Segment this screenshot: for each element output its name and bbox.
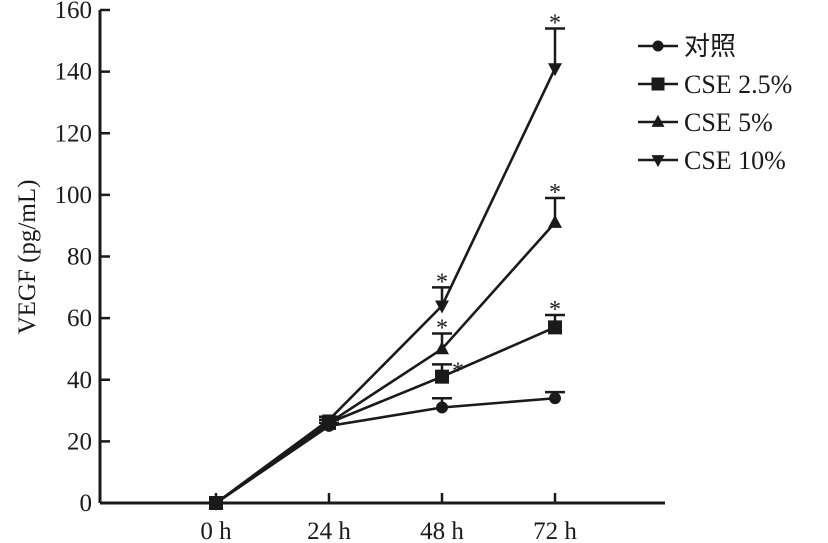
legend: 对照 CSE 2.5% CSE 5% CSE 10% xyxy=(638,32,792,175)
point-2-3 xyxy=(548,214,562,228)
x-tick-label-0: 0 h xyxy=(200,518,232,543)
significance-1-3: * xyxy=(549,297,561,323)
series-line-3 xyxy=(215,67,557,505)
point-0-2 xyxy=(436,401,448,414)
legend-marker-2 xyxy=(651,114,665,127)
x-tick-label-2: 48 h xyxy=(420,518,464,543)
significance-3-2: * xyxy=(436,269,448,295)
point-3-3 xyxy=(548,63,562,77)
y-tick-label-140: 140 xyxy=(55,59,93,86)
point-1-2 xyxy=(435,369,449,384)
legend-label-2: CSE 5% xyxy=(684,108,773,137)
series-2: ** xyxy=(209,180,565,509)
y-tick-label-100: 100 xyxy=(55,182,93,209)
legend-label-1: CSE 2.5% xyxy=(684,70,792,99)
point-3-1 xyxy=(322,414,336,428)
point-2-2 xyxy=(435,341,449,355)
point-0-3 xyxy=(549,392,561,405)
y-tick-label-80: 80 xyxy=(67,244,92,271)
x-tick-label-1: 24 h xyxy=(307,518,351,543)
y-tick-label-120: 120 xyxy=(55,120,93,147)
legend-marker-0 xyxy=(652,40,664,52)
x-tick-label-3: 72 h xyxy=(533,518,577,543)
significance-3-3: * xyxy=(549,10,561,36)
series-3: ** xyxy=(209,10,565,511)
y-tick-label-40: 40 xyxy=(67,367,92,394)
legend-marker-3 xyxy=(651,155,665,168)
series-line-0 xyxy=(215,396,556,505)
y-tick-label-60: 60 xyxy=(67,305,92,332)
significance-2-3: * xyxy=(549,180,561,206)
series-line-1 xyxy=(215,326,556,505)
series-layer: ****** xyxy=(209,10,565,511)
y-tick-label-20: 20 xyxy=(67,428,92,455)
y-axis-label: VEGF (pg/mL) xyxy=(14,180,41,335)
legend-item-0: 对照 xyxy=(638,32,736,61)
significance-1-2: * xyxy=(452,359,464,385)
point-3-0 xyxy=(209,497,223,511)
series-0 xyxy=(210,390,565,509)
legend-item-2: CSE 5% xyxy=(638,108,773,137)
legend-marker-1 xyxy=(651,77,665,91)
legend-label-0: 对照 xyxy=(684,32,736,61)
legend-label-3: CSE 10% xyxy=(684,146,786,175)
point-3-2 xyxy=(435,300,449,314)
legend-item-1: CSE 2.5% xyxy=(638,70,792,99)
y-tick-label-160: 160 xyxy=(55,0,93,24)
axes: 0 20 40 60 80 100 120 140 160 0 h 24 h 48 h 72 h xyxy=(55,0,665,543)
significance-2-2: * xyxy=(436,316,448,342)
legend-item-3: CSE 10% xyxy=(638,146,786,175)
point-1-3 xyxy=(548,320,562,335)
series-1: ** xyxy=(209,297,565,510)
y-tick-label-0: 0 xyxy=(80,490,93,517)
